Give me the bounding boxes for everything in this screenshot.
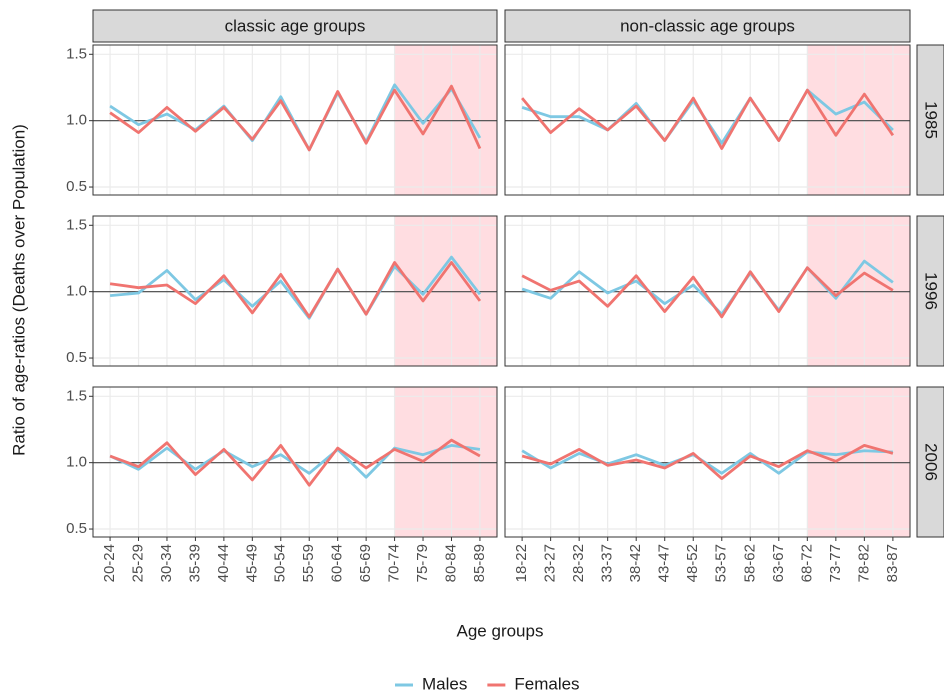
x-tick-label: 68-72 bbox=[798, 544, 815, 582]
x-axis-title: Age groups bbox=[457, 621, 544, 640]
panel-border bbox=[92, 386, 498, 538]
x-tick-label: 60-64 bbox=[329, 544, 346, 582]
x-tick-label: 23-27 bbox=[542, 544, 559, 582]
strip-label: 2006 bbox=[922, 443, 941, 481]
panel-border bbox=[504, 215, 911, 367]
x-tick-label: 33-37 bbox=[599, 544, 616, 582]
x-tick-label: 40-44 bbox=[215, 544, 232, 582]
series-line bbox=[521, 259, 894, 316]
strip-background bbox=[92, 9, 498, 43]
x-tick-label: 43-47 bbox=[656, 544, 673, 582]
x-tick-label: 80-84 bbox=[442, 544, 459, 582]
y-tick-label: 0.5 bbox=[66, 520, 87, 537]
x-tick-label: 25-29 bbox=[129, 544, 146, 582]
legend-label: Males bbox=[422, 674, 467, 693]
strip-background bbox=[916, 215, 944, 367]
x-tick-label: 85-89 bbox=[471, 544, 488, 582]
series-line bbox=[109, 255, 482, 320]
series-line bbox=[109, 261, 482, 319]
x-tick-label: 83-87 bbox=[884, 544, 901, 582]
strip-background bbox=[916, 386, 944, 538]
strip-background bbox=[916, 44, 944, 196]
shaded-region bbox=[807, 45, 910, 195]
shaded-region bbox=[807, 216, 910, 366]
strip-label: 1996 bbox=[922, 272, 941, 310]
y-tick-label: 1.5 bbox=[66, 387, 87, 404]
shaded-region bbox=[394, 45, 497, 195]
y-tick-label: 1.5 bbox=[66, 216, 87, 233]
x-tick-label: 65-69 bbox=[357, 544, 374, 582]
y-axis-title: Ratio of age-ratios (Deaths over Populat… bbox=[9, 124, 28, 456]
panel-border bbox=[504, 44, 911, 196]
shaded-region bbox=[394, 387, 497, 537]
x-tick-label: 48-52 bbox=[684, 544, 701, 582]
x-tick-label: 45-49 bbox=[243, 544, 260, 582]
shaded-region bbox=[394, 216, 497, 366]
series-line bbox=[109, 438, 481, 487]
x-tick-label: 35-39 bbox=[186, 544, 203, 582]
x-tick-label: 30-34 bbox=[158, 544, 175, 582]
legend-label: Females bbox=[514, 674, 579, 693]
panel-border bbox=[504, 386, 911, 538]
x-tick-label: 78-82 bbox=[855, 544, 872, 582]
x-tick-label: 73-77 bbox=[827, 544, 844, 582]
series-line bbox=[521, 449, 893, 475]
x-tick-label: 28-32 bbox=[570, 544, 587, 582]
y-tick-label: 1.0 bbox=[66, 283, 87, 300]
y-tick-label: 0.5 bbox=[66, 349, 87, 366]
strip-label: non-classic age groups bbox=[620, 16, 795, 35]
shaded-region bbox=[807, 387, 910, 537]
x-tick-label: 58-62 bbox=[741, 544, 758, 582]
x-tick-label: 18-22 bbox=[513, 544, 530, 582]
strip-background bbox=[504, 9, 911, 43]
x-tick-label: 38-42 bbox=[627, 544, 644, 582]
panel-border bbox=[92, 215, 498, 367]
strip-label: classic age groups bbox=[225, 16, 366, 35]
series-line bbox=[109, 84, 482, 152]
y-tick-label: 1.0 bbox=[66, 112, 87, 129]
x-tick-label: 75-79 bbox=[414, 544, 431, 582]
series-line bbox=[521, 266, 894, 319]
strip-label: 1985 bbox=[922, 101, 941, 139]
x-tick-label: 53-57 bbox=[713, 544, 730, 582]
x-tick-label: 63-67 bbox=[770, 544, 787, 582]
x-tick-label: 70-74 bbox=[386, 544, 403, 582]
series-line bbox=[521, 444, 894, 480]
x-tick-label: 20-24 bbox=[101, 544, 118, 582]
x-tick-label: 50-54 bbox=[272, 544, 289, 582]
y-tick-label: 0.5 bbox=[66, 178, 87, 195]
x-tick-label: 55-59 bbox=[300, 544, 317, 582]
y-tick-label: 1.0 bbox=[66, 454, 87, 471]
panel-border bbox=[92, 44, 498, 196]
series-line bbox=[521, 88, 895, 150]
y-tick-label: 1.5 bbox=[66, 45, 87, 62]
